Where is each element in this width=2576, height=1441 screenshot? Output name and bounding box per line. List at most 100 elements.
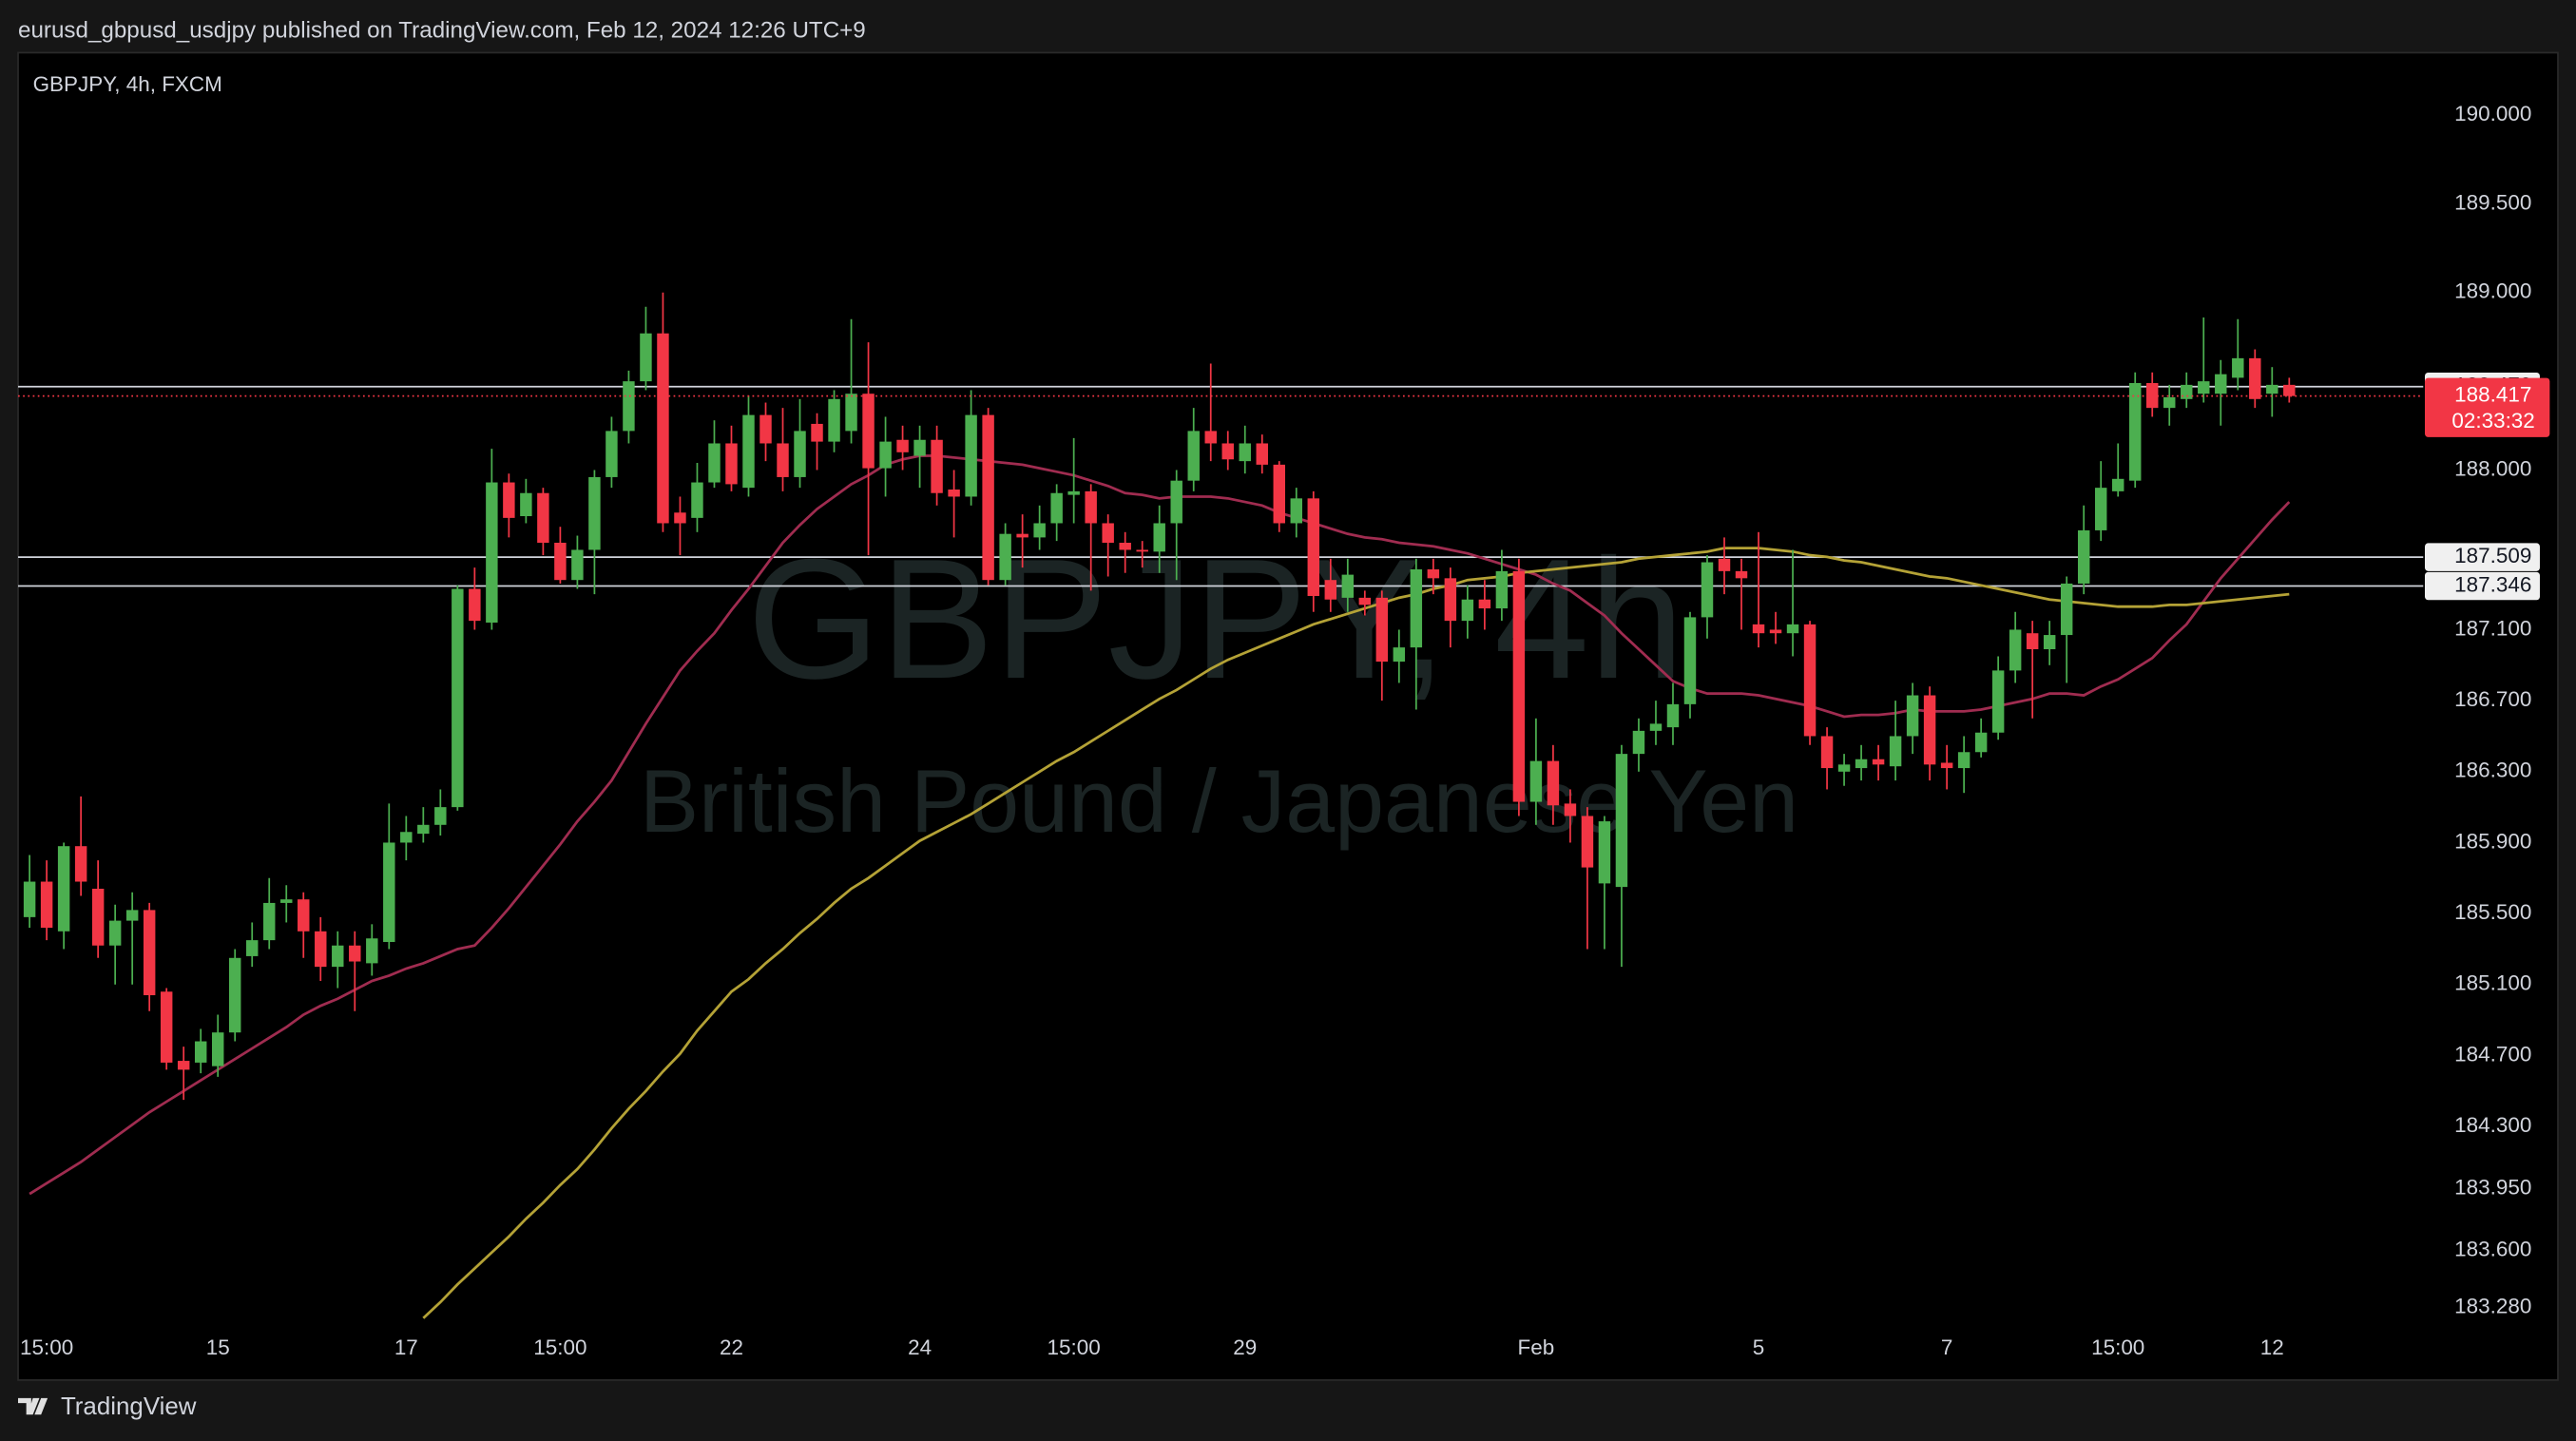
candle-body <box>1803 624 1817 737</box>
x-tick-label: 15:00 <box>2091 1335 2144 1359</box>
candle-body <box>1050 492 1063 524</box>
candle-body <box>434 807 447 825</box>
x-tick-label: 22 <box>720 1335 743 1359</box>
candle-body <box>2198 381 2210 394</box>
candle-body <box>1067 490 1080 495</box>
candle-body <box>1461 599 1474 622</box>
candle-body <box>108 920 122 946</box>
candle-body <box>2232 357 2244 378</box>
candle-body <box>1256 443 1268 465</box>
candle-body <box>246 940 259 956</box>
candle-body <box>1547 760 1560 806</box>
candle-body <box>1632 730 1645 755</box>
candle-body <box>1393 647 1406 663</box>
candle-body <box>2181 384 2193 399</box>
y-tick-label: 184.700 <box>2454 1042 2531 1066</box>
candle-body <box>1598 821 1611 884</box>
candle-body <box>674 512 686 524</box>
candle-body <box>315 931 327 968</box>
candle-body <box>1564 803 1577 817</box>
y-tick-label: 189.500 <box>2454 190 2531 214</box>
candle-body <box>1974 732 1988 753</box>
candle-body <box>1718 558 1731 571</box>
footer-brand[interactable]: TradingView <box>18 1393 197 1420</box>
candle-body <box>845 394 857 432</box>
x-tick-label: 12 <box>2260 1335 2284 1359</box>
candle-body <box>383 842 395 942</box>
y-tick-label: 190.000 <box>2454 102 2531 125</box>
candle-body <box>913 439 926 456</box>
y-tick-label: 183.950 <box>2454 1175 2531 1199</box>
x-tick-label: Feb <box>1518 1335 1555 1359</box>
candle-body <box>1991 670 2005 733</box>
candle-body <box>1136 549 1148 552</box>
y-tick-label: 188.000 <box>2454 456 2531 480</box>
candle-body <box>1324 580 1337 600</box>
candle-body <box>366 938 378 964</box>
candle-body <box>896 439 909 452</box>
candle-body <box>486 482 498 624</box>
candle-body <box>1410 569 1423 648</box>
candle-body <box>2077 529 2090 584</box>
candle-body <box>759 414 772 444</box>
candle-body <box>1872 759 1885 765</box>
candle-body <box>1889 736 1902 767</box>
candle-body <box>1187 431 1200 481</box>
brand-name: TradingView <box>61 1393 197 1420</box>
candle-body <box>57 846 70 932</box>
candle-body <box>2283 384 2296 396</box>
candle-body <box>691 482 703 518</box>
y-tick-label: 184.300 <box>2454 1113 2531 1137</box>
candle-body <box>965 414 977 497</box>
x-tick-label: 15 <box>206 1335 230 1359</box>
candle-body <box>2026 633 2039 650</box>
last-price-label: 188.417 <box>2454 383 2531 407</box>
candle-body <box>2094 488 2107 530</box>
candle-body <box>811 423 823 442</box>
candle-body <box>1307 498 1320 597</box>
candle-body <box>503 482 515 518</box>
symbol-title: GBPJPY, 4h, FXCM <box>33 72 222 96</box>
y-tick-label: 185.500 <box>2454 900 2531 924</box>
candle-body <box>1239 443 1251 462</box>
candle-body <box>1529 760 1543 802</box>
level-tag-label: 187.509 <box>2454 544 2531 567</box>
candle-body <box>1615 754 1628 888</box>
candle-body <box>2163 396 2176 409</box>
candle-body <box>2249 357 2261 399</box>
candle-body <box>1358 597 1372 605</box>
brand-logo <box>18 1397 48 1415</box>
candle-body <box>1273 464 1285 524</box>
candle-body <box>91 888 105 946</box>
candle-body <box>40 881 53 929</box>
candle-body <box>1016 533 1028 538</box>
candle-body <box>349 945 361 962</box>
candle-body <box>263 902 276 941</box>
candle-body <box>1444 578 1457 622</box>
plot: 190.000 189.500 189.000 188.000 187.100 186.7… <box>18 102 2550 1359</box>
chart-pane <box>17 51 2559 1381</box>
candle-body <box>982 414 994 581</box>
candle-body <box>1701 562 1714 618</box>
candle-body <box>1085 490 1097 524</box>
candle-body <box>2266 384 2278 394</box>
publish-info: eurusd_gbpusd_usdjpy published on Tradin… <box>18 17 866 43</box>
y-tick-label: 189.000 <box>2454 279 2531 303</box>
candle-body <box>400 832 413 843</box>
candle-body <box>211 1032 224 1066</box>
y-tick-label: 186.300 <box>2454 759 2531 782</box>
candle-body <box>298 899 310 932</box>
candle-body <box>1341 574 1355 598</box>
watermark-symbol: GBPJPY, 4h <box>747 524 1684 715</box>
candle-body <box>1923 695 1936 765</box>
candle-body <box>1375 597 1389 663</box>
candle-body <box>1119 543 1131 550</box>
candle-body <box>1290 498 1303 524</box>
level-tag-label: 187.346 <box>2454 572 2531 596</box>
candle-body <box>177 1061 190 1070</box>
candle-body <box>931 439 943 493</box>
candle-body <box>143 910 156 995</box>
candle-body <box>1427 569 1440 579</box>
candle-body <box>1906 695 1919 737</box>
